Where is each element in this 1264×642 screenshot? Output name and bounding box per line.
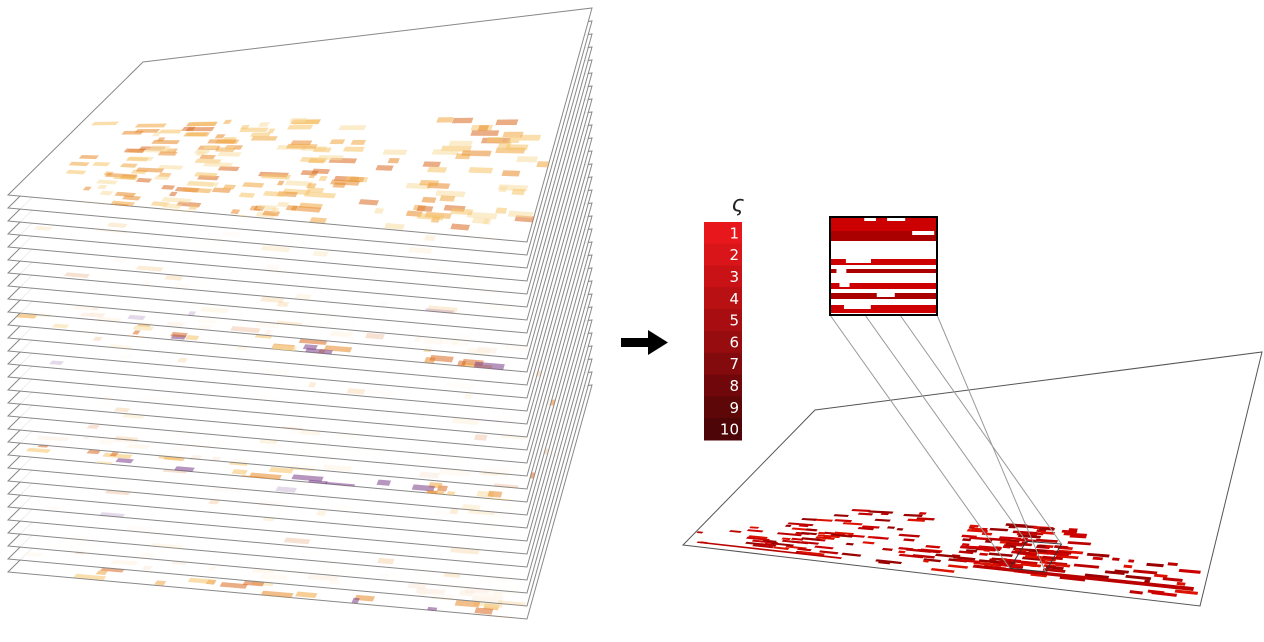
inset-gap xyxy=(922,231,934,235)
heat-cell xyxy=(217,152,241,157)
heat-cell xyxy=(505,144,528,150)
heat-cell xyxy=(439,195,455,201)
heat-cell xyxy=(287,125,313,130)
heat-cell xyxy=(447,491,456,495)
spectrogram-stack xyxy=(8,8,592,619)
inset-gap xyxy=(846,259,871,263)
heat-cell xyxy=(382,149,407,154)
heat-cell xyxy=(427,167,447,173)
heat-cell xyxy=(126,157,149,161)
heat-cell xyxy=(351,140,367,145)
heat-cell xyxy=(536,161,549,167)
heat-cell xyxy=(158,130,182,134)
colorbar-label: 4 xyxy=(729,290,739,308)
activation xyxy=(881,513,890,515)
heat-cell xyxy=(495,119,518,125)
heat-cell xyxy=(203,145,219,149)
heat-cell xyxy=(317,155,344,160)
heat-cell xyxy=(424,235,436,241)
heat-cell xyxy=(432,149,460,155)
colorbar-label: 5 xyxy=(729,312,739,330)
inset-gap xyxy=(839,283,849,287)
heat-cell xyxy=(343,147,365,152)
heat-cell xyxy=(199,155,216,160)
figure: ς 1 2 3 4 5 6 7 8 9 10 xyxy=(0,0,1264,642)
colorbar-label: 2 xyxy=(729,246,739,264)
heat-cell xyxy=(455,153,471,159)
heat-cell xyxy=(468,167,493,173)
heat-cell xyxy=(289,118,307,123)
activation xyxy=(919,512,927,515)
heat-cell xyxy=(251,136,278,141)
activation xyxy=(896,528,903,531)
plane xyxy=(683,352,1262,606)
inset-gap xyxy=(844,305,871,309)
colorbar: 1 2 3 4 5 6 7 8 9 10 xyxy=(704,222,742,441)
heat-cell xyxy=(511,189,525,195)
colorbar-label: 8 xyxy=(729,377,739,395)
heat-cell xyxy=(330,139,346,144)
heat-cell xyxy=(474,434,488,441)
heat-cell xyxy=(421,197,436,203)
activation xyxy=(1128,559,1134,562)
inset-row xyxy=(830,217,937,231)
heat-cell xyxy=(194,149,211,153)
heat-cell xyxy=(183,132,210,136)
heat-cell xyxy=(135,124,167,128)
heat-cell xyxy=(154,175,170,180)
heat-cell xyxy=(120,163,138,167)
heat-cell xyxy=(189,122,217,126)
activation xyxy=(1112,558,1120,561)
heat-cell xyxy=(516,156,538,162)
heat-cell xyxy=(121,131,144,135)
heat-cell xyxy=(338,125,366,130)
heat-cell xyxy=(332,182,346,187)
heat-cell xyxy=(376,480,391,486)
heat-cell xyxy=(452,118,474,124)
heat-cell xyxy=(215,139,240,143)
colorbar-label: 7 xyxy=(729,355,739,373)
heat-cell xyxy=(470,130,499,136)
heat-cell xyxy=(422,161,440,167)
heat-cell xyxy=(311,169,330,174)
colorbar-label: 3 xyxy=(729,268,739,286)
heat-cell xyxy=(158,151,178,155)
heat-cell xyxy=(487,491,502,498)
heat-cell xyxy=(436,117,453,122)
colorbar-label: 6 xyxy=(729,333,739,351)
heat-cell xyxy=(495,207,507,213)
heat-cell xyxy=(91,122,119,126)
heat-cell xyxy=(502,132,523,138)
heat-cell xyxy=(519,135,541,141)
heat-cell xyxy=(388,158,400,163)
heat-cell xyxy=(478,125,489,131)
heat-cell xyxy=(92,162,110,166)
heat-cell xyxy=(250,132,271,136)
heat-cell xyxy=(419,180,439,186)
heat-cell xyxy=(286,144,318,149)
heat-cell xyxy=(416,206,433,212)
colorbar-label: 10 xyxy=(720,421,739,439)
heat-cell xyxy=(502,170,521,176)
colorbar-label: 1 xyxy=(729,224,739,242)
heat-cell xyxy=(375,165,393,171)
colorbar-symbol: ς xyxy=(732,192,745,217)
heat-cell xyxy=(449,141,473,147)
colorbar-label: 9 xyxy=(729,399,739,417)
inset-gap xyxy=(877,293,895,297)
output-plane xyxy=(683,352,1262,606)
arrow xyxy=(621,330,668,355)
heat-cell xyxy=(79,155,99,159)
inset-gap xyxy=(836,269,846,273)
heat-cell xyxy=(151,140,180,144)
